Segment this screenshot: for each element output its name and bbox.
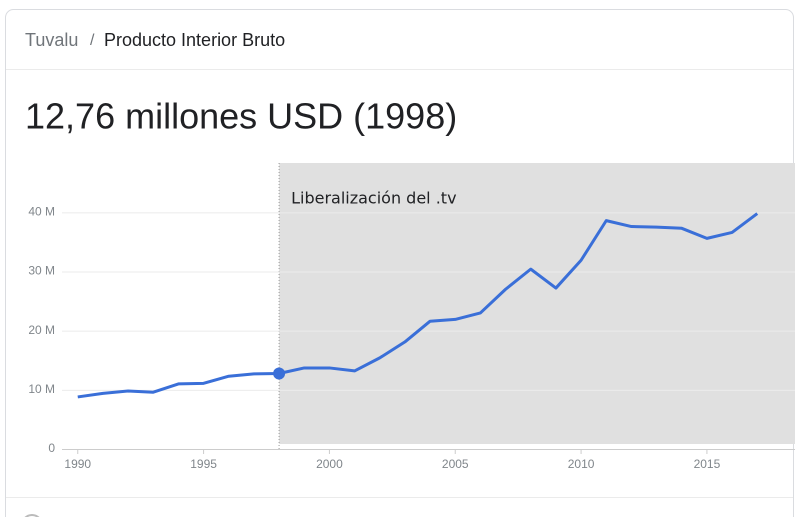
y-tick-label: 30 M <box>28 264 55 278</box>
annotation-band <box>279 163 795 444</box>
x-tick-label: 2015 <box>694 457 721 471</box>
breadcrumb-indicator: Producto Interior Bruto <box>104 30 285 50</box>
breadcrumb-country[interactable]: Tuvalu <box>25 30 78 50</box>
y-tick-label: 0 <box>48 441 55 455</box>
x-tick-label: 2000 <box>316 457 343 471</box>
breadcrumb-separator: / <box>90 32 95 49</box>
x-tick-label: 1990 <box>64 457 91 471</box>
annotation-label: Liberalización del .tv <box>291 189 456 208</box>
y-tick-label: 20 M <box>28 323 55 337</box>
series-line <box>77 212 759 399</box>
headline: 12,76 millones USD (1998) <box>25 96 457 137</box>
x-tick-label: 1995 <box>190 457 217 471</box>
x-tick-label: 2005 <box>442 457 469 471</box>
y-tick-label: 40 M <box>28 205 55 219</box>
footer-icon[interactable] <box>21 514 43 522</box>
plot: Liberalización del .tv 0 10 M 20 M 30 M 40 M 1… <box>28 163 795 471</box>
x-tick-label: 2010 <box>568 457 595 471</box>
highlight-point <box>273 367 286 380</box>
y-tick-label: 10 M <box>28 382 55 396</box>
